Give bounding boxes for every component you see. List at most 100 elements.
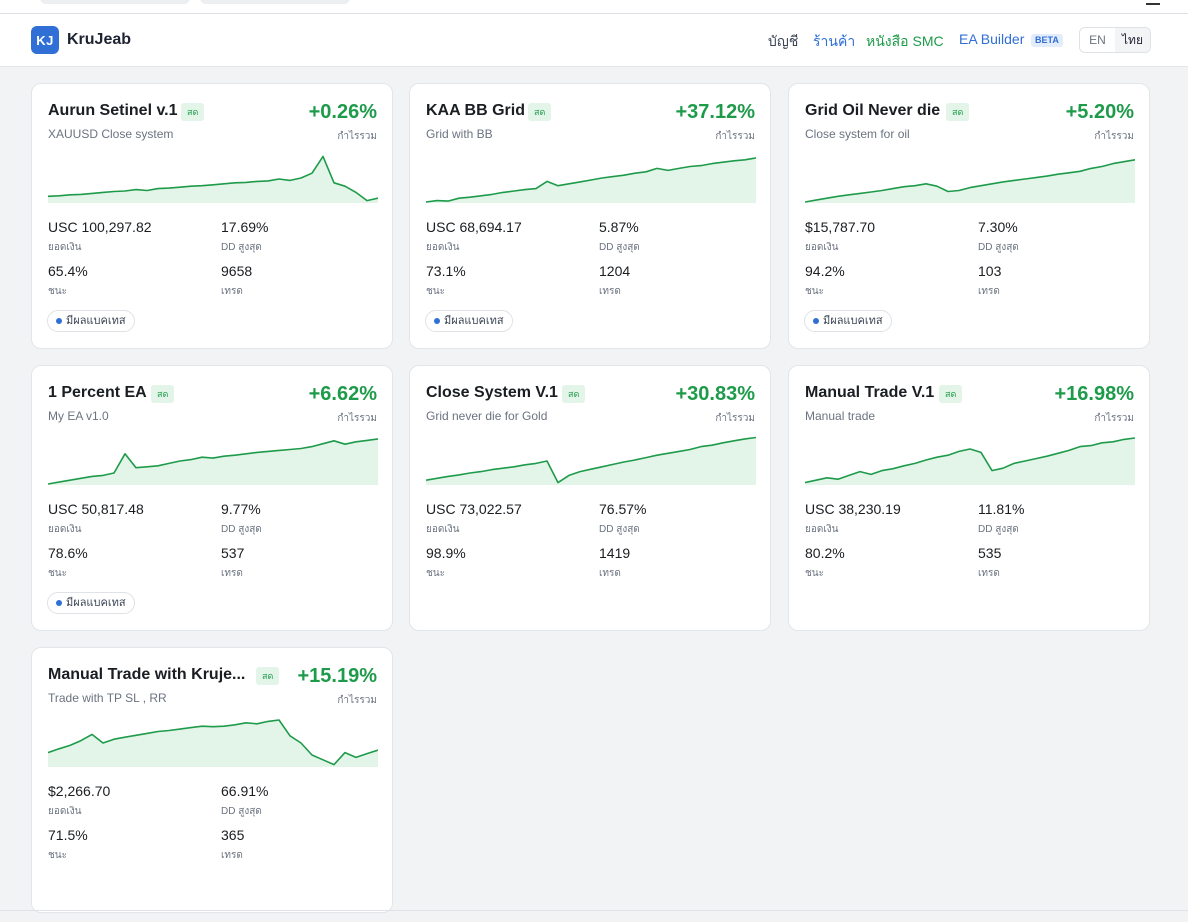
live-badge: สด bbox=[939, 385, 963, 403]
total-profit-label: กำไรรวม bbox=[715, 131, 755, 142]
trades-value: 9658 bbox=[221, 263, 253, 279]
total-profit-label: กำไรรวม bbox=[1094, 413, 1134, 424]
ea-card[interactable]: Grid Oil Never die สด Close system for oil… bbox=[788, 83, 1150, 349]
bullet-dot-icon bbox=[56, 600, 62, 606]
total-profit-label: กำไรรวม bbox=[337, 413, 377, 424]
total-profit-label: กำไรรวม bbox=[337, 131, 377, 142]
live-badge: สด bbox=[151, 385, 175, 403]
nav-ea-builder[interactable]: EA Builder bbox=[959, 31, 1025, 47]
ea-description: XAUUSD Close system bbox=[48, 127, 174, 141]
win-rate-label: ชนะ bbox=[426, 286, 445, 297]
max-dd-label: DD สูงสุด bbox=[978, 524, 1019, 535]
live-badge: สด bbox=[528, 103, 552, 121]
ea-name: 1 Percent EA bbox=[48, 384, 147, 401]
trades-value: 365 bbox=[221, 827, 245, 843]
trades-label: เทรด bbox=[978, 568, 1000, 579]
sparkline-area bbox=[48, 720, 378, 767]
balance-label: ยอดเงิน bbox=[805, 242, 839, 253]
max-dd-label: DD สูงสุด bbox=[221, 242, 262, 253]
top-navbar: KJ KruJeab บัญชี ร้านค้า หนังสือ SMC EA … bbox=[0, 14, 1188, 67]
backtest-chip[interactable]: มีผลแบคเทส bbox=[47, 310, 135, 332]
total-profit-label: กำไรรวม bbox=[1094, 131, 1134, 142]
sparkline-line bbox=[48, 719, 378, 766]
bullet-dot-icon bbox=[56, 318, 62, 324]
max-dd-label: DD สูงสุด bbox=[599, 524, 640, 535]
ea-card[interactable]: Manual Trade V.1 สด Manual trade +16.98% กำไ… bbox=[788, 365, 1150, 631]
trades-label: เทรด bbox=[221, 568, 243, 579]
backtest-chip[interactable]: มีผลแบคเทส bbox=[425, 310, 513, 332]
nav-accounts[interactable]: บัญชี bbox=[768, 33, 799, 49]
ea-description: Grid with BB bbox=[426, 127, 493, 141]
brand-name[interactable]: KruJeab bbox=[67, 31, 132, 48]
browser-tab-ghost bbox=[40, 0, 190, 4]
ea-name: Close System V.1 bbox=[426, 384, 558, 401]
trades-value: 537 bbox=[221, 545, 245, 561]
nav-smc-book[interactable]: หนังสือ SMC bbox=[866, 33, 944, 49]
win-rate-value: 80.2% bbox=[805, 545, 845, 561]
trades-label: เทรด bbox=[599, 568, 621, 579]
browser-tab-ghost bbox=[200, 0, 350, 4]
balance-value: USC 50,817.48 bbox=[48, 501, 144, 517]
equity-sparkline bbox=[805, 437, 1135, 485]
sparkline-area bbox=[48, 438, 378, 485]
balance-label: ยอดเงิน bbox=[48, 242, 82, 253]
trades-value: 1204 bbox=[599, 263, 631, 279]
balance-label: ยอดเงิน bbox=[48, 806, 82, 817]
sparkline-line bbox=[805, 437, 1135, 484]
backtest-chip-label: มีผลแบคเทส bbox=[823, 315, 883, 327]
backtest-chip-label: มีผลแบคเทส bbox=[66, 315, 126, 327]
ea-card[interactable]: KAA BB Grid สด Grid with BB +37.12% กำไรรวม U… bbox=[409, 83, 771, 349]
equity-sparkline bbox=[48, 719, 378, 767]
total-profit-value: +37.12% bbox=[675, 101, 755, 123]
backtest-chip[interactable]: มีผลแบคเทส bbox=[47, 592, 135, 614]
backtest-chip-label: มีผลแบคเทส bbox=[66, 597, 126, 609]
bullet-dot-icon bbox=[813, 318, 819, 324]
backtest-chip[interactable]: มีผลแบคเทส bbox=[804, 310, 892, 332]
backtest-chip-label: มีผลแบคเทส bbox=[444, 315, 504, 327]
sparkline-area bbox=[805, 159, 1135, 203]
nav-shop[interactable]: ร้านค้า bbox=[813, 33, 856, 49]
ea-description: Trade with TP SL , RR bbox=[48, 691, 167, 705]
ea-description: Manual trade bbox=[805, 409, 876, 423]
total-profit-value: +5.20% bbox=[1065, 101, 1134, 123]
win-rate-label: ชนะ bbox=[48, 568, 67, 579]
trades-value: 535 bbox=[978, 545, 1002, 561]
equity-sparkline bbox=[48, 155, 378, 203]
trades-label: เทรด bbox=[978, 286, 1000, 297]
total-profit-value: +16.98% bbox=[1054, 383, 1134, 405]
live-badge: สด bbox=[562, 385, 586, 403]
sparkline-line bbox=[48, 155, 378, 202]
max-dd-value: 17.69% bbox=[221, 219, 269, 235]
browser-chrome-strip bbox=[0, 0, 1188, 14]
total-profit-value: +6.62% bbox=[308, 383, 377, 405]
max-dd-value: 76.57% bbox=[599, 501, 647, 517]
ea-card[interactable]: Aurun Setinel v.1 สด XAUUSD Close system +0… bbox=[31, 83, 393, 349]
win-rate-value: 98.9% bbox=[426, 545, 466, 561]
balance-label: ยอดเงิน bbox=[805, 524, 839, 535]
total-profit-value: +15.19% bbox=[297, 665, 377, 687]
ea-card[interactable]: 1 Percent EA สด My EA v1.0 +6.62% กำไรรวม USC… bbox=[31, 365, 393, 631]
sparkline-area bbox=[426, 437, 756, 485]
ea-card[interactable]: Manual Trade with Kruje... สด Trade with T… bbox=[31, 647, 393, 913]
max-dd-value: 5.87% bbox=[599, 219, 639, 235]
win-rate-label: ชนะ bbox=[805, 568, 824, 579]
max-dd-value: 9.77% bbox=[221, 501, 261, 517]
lang-th-button[interactable]: ไทย bbox=[1115, 28, 1150, 52]
logo-badge[interactable]: KJ bbox=[31, 26, 59, 54]
sparkline-area bbox=[48, 156, 378, 203]
trades-value: 103 bbox=[978, 263, 1002, 279]
ea-name: KAA BB Grid bbox=[426, 102, 525, 119]
lang-en-button[interactable]: EN bbox=[1089, 33, 1106, 47]
balance-label: ยอดเงิน bbox=[426, 242, 460, 253]
ea-card[interactable]: Close System V.1 สด Grid never die for Gol… bbox=[409, 365, 771, 631]
win-rate-value: 65.4% bbox=[48, 263, 88, 279]
sparkline-line bbox=[426, 157, 756, 203]
hamburger-icon[interactable] bbox=[1146, 0, 1160, 5]
total-profit-label: กำไรรวม bbox=[715, 413, 755, 424]
equity-sparkline bbox=[805, 159, 1135, 203]
win-rate-label: ชนะ bbox=[805, 286, 824, 297]
balance-value: USC 68,694.17 bbox=[426, 219, 522, 235]
balance-value: USC 73,022.57 bbox=[426, 501, 522, 517]
win-rate-label: ชนะ bbox=[426, 568, 445, 579]
ea-description: My EA v1.0 bbox=[48, 409, 109, 423]
